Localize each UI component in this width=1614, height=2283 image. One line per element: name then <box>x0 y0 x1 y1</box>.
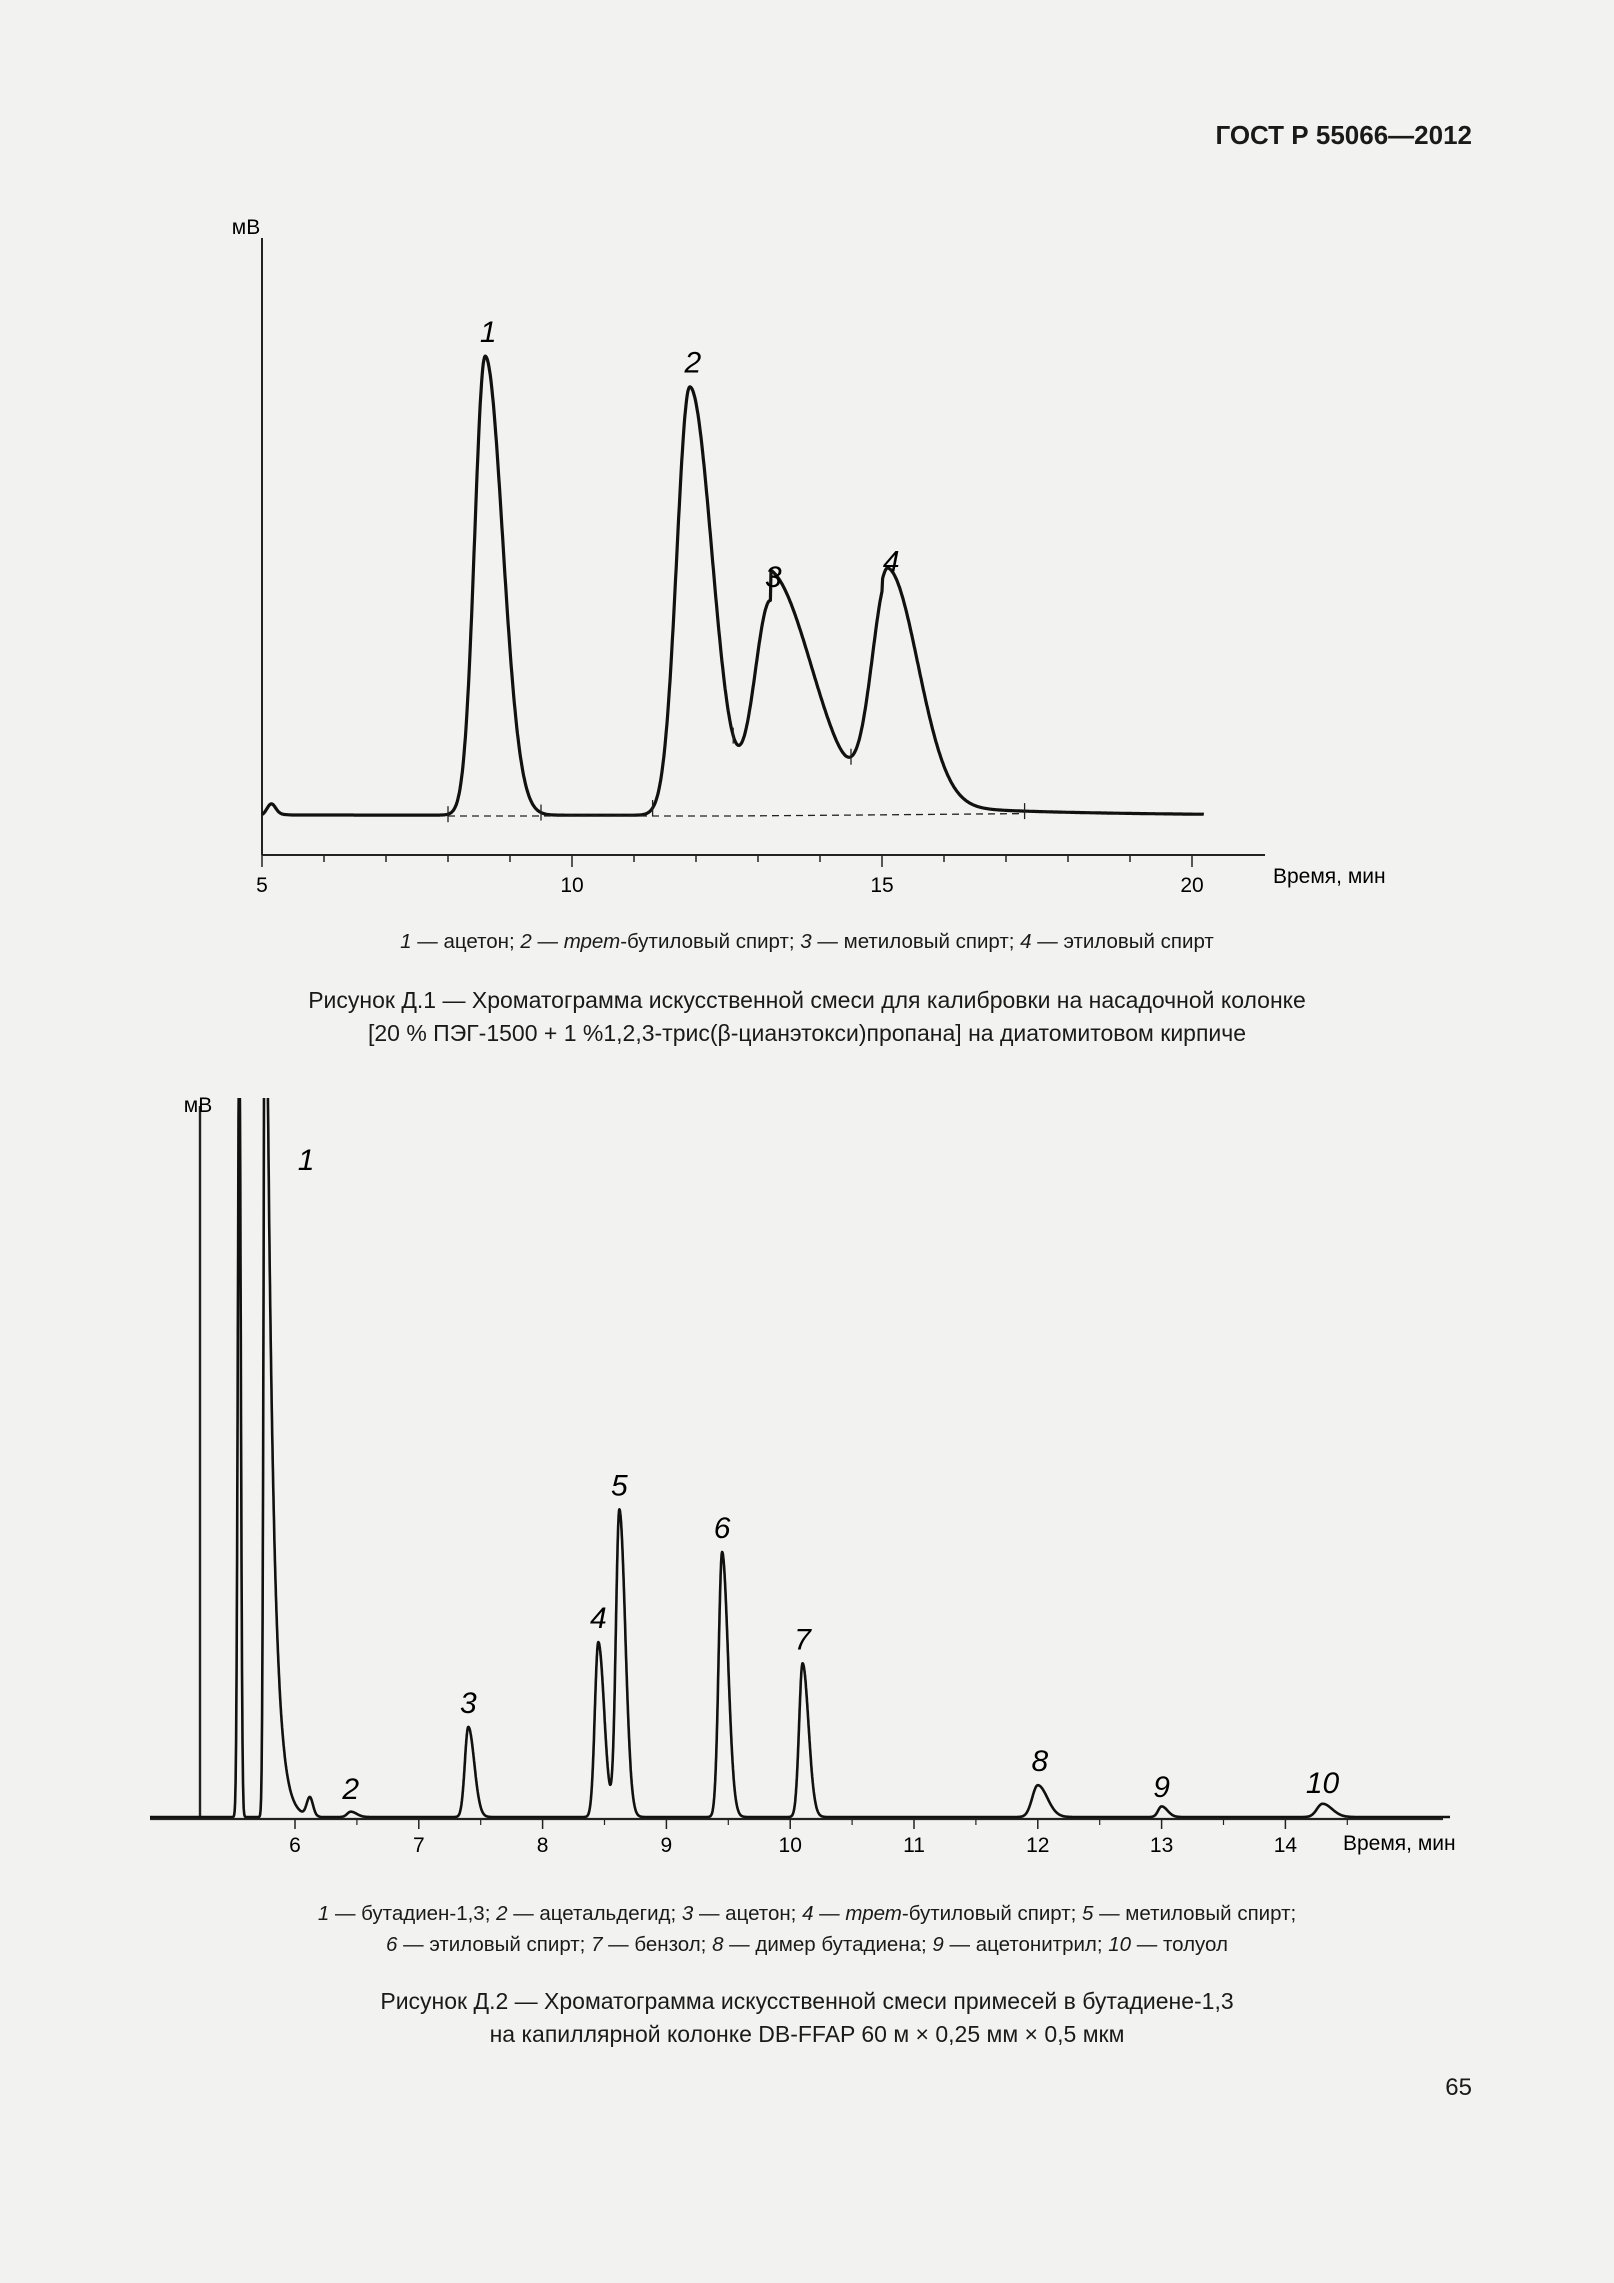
x-axis-label: Время, мин <box>1273 865 1386 888</box>
peak-label-3: 3 <box>460 1687 477 1720</box>
peak-label-6: 6 <box>714 1512 731 1545</box>
x-tick-label: 20 <box>1180 874 1203 897</box>
integration-baseline <box>448 812 1025 817</box>
peak-label-4: 4 <box>883 546 900 579</box>
figure2-title-line1: Рисунок Д.2 — Хроматограмма искусственно… <box>380 1988 1234 2014</box>
x-tick-label: 14 <box>1274 1834 1298 1857</box>
x-tick-label: 9 <box>661 1834 673 1857</box>
figure1-title-line2: [20 % ПЭГ-1500 + 1 %1,2,3-трис(β-цианэто… <box>367 1020 1247 1046</box>
x-tick-label: 10 <box>779 1834 802 1857</box>
figure2-legend-line1: 1 — бутадиен-1,3; 2 — ацетальдегид; 3 — … <box>317 1902 1297 1925</box>
x-tick-label: 12 <box>1026 1834 1049 1857</box>
page-number: 65 <box>1445 2074 1472 2101</box>
figure2-title-line2: на капиллярной колонке DB-FFAP 60 м × 0,… <box>489 2021 1125 2047</box>
x-tick-label: 8 <box>537 1834 549 1857</box>
x-tick-label: 5 <box>256 874 268 897</box>
peak-label-7: 7 <box>794 1623 812 1656</box>
x-axis-label: Время, мин <box>1343 1832 1456 1855</box>
y-axis-label: мВ <box>184 1094 212 1117</box>
peak-label-10: 10 <box>1306 1767 1340 1800</box>
peak-label-5: 5 <box>611 1470 628 1503</box>
peak-label-2: 2 <box>683 347 701 380</box>
x-tick-label: 11 <box>903 1834 925 1857</box>
figure1-title-line1: Рисунок Д.1 — Хроматограмма искусственно… <box>308 987 1306 1013</box>
peak-label-1: 1 <box>298 1144 315 1177</box>
peak-label-8: 8 <box>1031 1745 1048 1778</box>
peak-label-1: 1 <box>480 316 497 349</box>
chromatogram-trace <box>261 354 1205 817</box>
x-tick-label: 6 <box>289 1834 301 1857</box>
figure1-legend: 1 — ацетон; 2 — трет-бутиловый спирт; 3 … <box>400 930 1214 953</box>
peak-label-9: 9 <box>1153 1771 1170 1804</box>
document-code: ГОСТ Р 55066—2012 <box>1215 120 1472 150</box>
x-tick-label: 7 <box>413 1834 425 1857</box>
figure2-legend-line2: 6 — этиловый спирт; 7 — бензол; 8 — диме… <box>386 1933 1228 1956</box>
peak-label-2: 2 <box>341 1773 359 1806</box>
x-tick-label: 10 <box>560 874 583 897</box>
peak-label-3: 3 <box>765 561 782 594</box>
y-axis-label: мВ <box>232 216 260 239</box>
x-tick-label: 15 <box>870 874 893 897</box>
x-tick-label: 13 <box>1150 1834 1173 1857</box>
chromatogram-trace <box>150 1098 1450 1819</box>
peak-label-4: 4 <box>590 1602 607 1635</box>
chromatogram-figure-1: мВ Время, мин 5 10 15 20 1 2 3 4 <box>232 216 1386 897</box>
